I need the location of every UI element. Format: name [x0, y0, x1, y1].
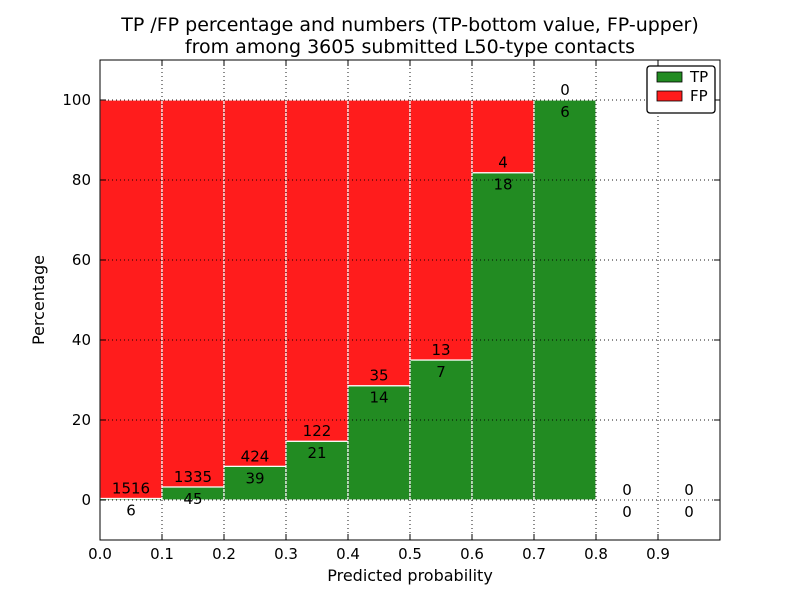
fp-bar-segment: [347, 99, 411, 387]
fp-bar-segment: [161, 99, 225, 488]
bars-layer: [99, 99, 597, 501]
tp-count-label: 45: [183, 490, 202, 508]
tp-bar-segment: [471, 172, 535, 501]
tp-count-label: 0: [684, 503, 694, 521]
tp-count-label: 6: [126, 501, 136, 519]
ticks-layer: [99, 60, 720, 540]
x-tick-label: 0.3: [274, 545, 298, 563]
y-tick-label: 100: [62, 91, 91, 109]
fp-count-label: 0: [622, 481, 632, 499]
y-axis-label: Percentage: [29, 255, 48, 345]
tp-bar-segment: [347, 385, 411, 501]
tp-count-label: 7: [436, 363, 446, 381]
x-axis-label: Predicted probability: [327, 566, 493, 585]
x-tick-label: 0.7: [522, 545, 546, 563]
y-tick-label: 80: [72, 171, 91, 189]
tp-bar-segment: [533, 99, 597, 501]
x-tick-label: 0.1: [150, 545, 174, 563]
tp-count-label: 14: [369, 389, 388, 407]
x-tick-label: 0.2: [212, 545, 236, 563]
legend-label-tp: TP: [689, 68, 708, 86]
tp-count-label: 18: [493, 176, 512, 194]
fp-count-label: 122: [303, 422, 332, 440]
annotations-layer: 1516 6 1335 45 424 39 122 21 35 14 13 7 4 18 0 6 0 0 0 0: [112, 81, 694, 521]
x-tick-label: 0.9: [646, 545, 670, 563]
chart-title-line2: from among 3605 submitted L50-type conta…: [185, 36, 635, 58]
fp-bar-segment: [99, 99, 163, 500]
chart-title-line1: TP /FP percentage and numbers (TP-bottom…: [120, 14, 699, 36]
x-tick-label: 0.6: [460, 545, 484, 563]
y-tick-label: 0: [81, 491, 91, 509]
fp-count-label: 424: [241, 447, 270, 465]
tp-count-label: 21: [307, 444, 326, 462]
tick-labels-layer: 0.0 0.1 0.2 0.3 0.4 0.5 0.6 0.7 0.8 0.90204060801…: [62, 91, 670, 563]
fp-count-label: 0: [684, 481, 694, 499]
x-tick-label: 0.0: [88, 545, 112, 563]
y-tick-label: 40: [72, 331, 91, 349]
x-tick-label: 0.8: [584, 545, 608, 563]
fp-count-label: 35: [369, 367, 388, 385]
y-tick-label: 60: [72, 251, 91, 269]
tp-count-label: 39: [245, 469, 264, 487]
legend-swatch-tp: [656, 71, 683, 83]
fp-count-label: 1516: [112, 479, 150, 497]
legend-swatch-fp: [656, 90, 683, 102]
fp-count-label: 4: [498, 154, 508, 172]
y-tick-label: 20: [72, 411, 91, 429]
tp-count-label: 0: [622, 503, 632, 521]
tp-count-label: 6: [560, 103, 570, 121]
fp-bar-segment: [285, 99, 349, 442]
tp-bar-segment: [409, 359, 473, 501]
x-tick-label: 0.4: [336, 545, 360, 563]
fp-bar-segment: [409, 99, 473, 361]
fp-bar-segment: [471, 99, 535, 174]
grid-layer: [100, 60, 720, 540]
legend-label-fp: FP: [690, 87, 708, 105]
fp-count-label: 0: [560, 81, 570, 99]
fp-count-label: 13: [431, 341, 450, 359]
fp-bar-segment: [223, 99, 287, 467]
x-tick-label: 0.5: [398, 545, 422, 563]
fp-count-label: 1335: [174, 468, 212, 486]
